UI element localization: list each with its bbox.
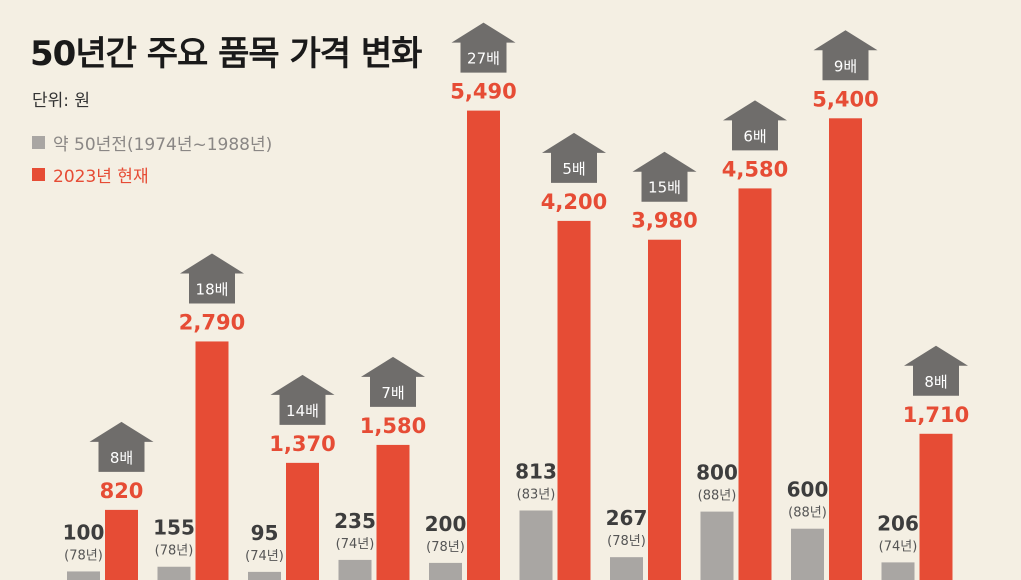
legend-item-current: 2023년 현재 xyxy=(32,162,149,187)
bar-current-label: 5,400 xyxy=(812,87,878,111)
bar-old-year: (74년) xyxy=(245,549,284,564)
bar-current xyxy=(105,509,138,580)
bar-old-year: (83년) xyxy=(517,487,556,502)
bar-old-label: 206 xyxy=(877,511,919,535)
bar-old xyxy=(610,557,643,580)
bar-current xyxy=(919,433,953,580)
bar-old xyxy=(881,562,915,580)
bar-current xyxy=(286,462,319,580)
multiplier-arrow xyxy=(89,421,154,472)
bar-old-label: 155 xyxy=(153,516,195,540)
multiplier-label: 5배 xyxy=(562,160,585,178)
bar-old xyxy=(700,511,734,580)
legend-swatch-old xyxy=(32,136,45,149)
bar-current-label: 1,710 xyxy=(903,403,969,427)
bar-old-label: 100 xyxy=(63,520,105,544)
bar-old xyxy=(791,528,824,580)
bar-current-label: 2,790 xyxy=(179,310,245,334)
multiplier-label: 8배 xyxy=(110,449,133,467)
bar-current xyxy=(467,110,500,580)
bar-old xyxy=(248,571,281,580)
multiplier-arrow xyxy=(904,345,968,396)
bar-old-year: (78년) xyxy=(607,534,646,549)
multiplier-label: 9배 xyxy=(834,57,857,75)
bar-current-label: 5,490 xyxy=(450,80,516,104)
bar-current-label: 1,580 xyxy=(360,414,426,438)
bar-current-label: 3,980 xyxy=(631,209,697,233)
bar-old-label: 267 xyxy=(606,506,648,530)
bar-old-year: (78년) xyxy=(64,548,103,563)
multiplier-arrow xyxy=(180,253,244,304)
bar-old-label: 200 xyxy=(425,512,467,536)
legend-item-old: 약 50년전(1974년~1988년) xyxy=(32,130,272,155)
multiplier-label: 8배 xyxy=(924,373,947,391)
multiplier-label: 27배 xyxy=(467,50,500,68)
multiplier-label: 7배 xyxy=(381,384,404,402)
multiplier-arrow xyxy=(723,100,787,151)
bar-old xyxy=(429,562,462,580)
multiplier-label: 18배 xyxy=(196,280,229,298)
bar-old xyxy=(157,566,191,580)
multiplier-arrow xyxy=(270,374,335,425)
bar-old-year: (74년) xyxy=(879,539,918,554)
multiplier-arrow xyxy=(542,132,606,183)
bar-old-year: (74년) xyxy=(336,537,375,552)
legend-label-old: 약 50년전(1974년~1988년) xyxy=(53,135,273,155)
bar-current xyxy=(738,188,772,580)
bar-old-year: (78년) xyxy=(426,540,465,555)
bar-old-year: (88년) xyxy=(698,489,737,504)
bar-current xyxy=(195,341,229,580)
bar-current xyxy=(376,444,410,580)
bar-current xyxy=(648,239,681,580)
bar-current-label: 4,200 xyxy=(541,190,607,214)
bar-old-label: 800 xyxy=(696,461,738,485)
multiplier-arrow xyxy=(361,356,425,407)
bar-current-label: 1,370 xyxy=(269,432,335,456)
legend-swatch-current xyxy=(32,168,45,181)
bar-current xyxy=(829,118,862,580)
bar-current-label: 820 xyxy=(100,479,144,503)
multiplier-arrow xyxy=(451,22,516,73)
legend-label-current: 2023년 현재 xyxy=(53,167,149,187)
multiplier-arrow xyxy=(632,151,697,202)
bar-old-year: (78년) xyxy=(155,544,194,559)
multiplier-arrow xyxy=(813,30,878,81)
bar-old-label: 813 xyxy=(515,459,557,483)
bar-old-label: 95 xyxy=(251,521,279,545)
bar-old-year: (88년) xyxy=(788,506,827,521)
bar-old-label: 235 xyxy=(334,509,376,533)
bar-old xyxy=(519,510,553,580)
multiplier-label: 14배 xyxy=(286,402,319,420)
chart-title: 50년간 주요 품목 가격 변화 xyxy=(30,34,422,74)
bar-old-label: 600 xyxy=(787,478,829,502)
bar-current xyxy=(557,220,591,580)
multiplier-label: 15배 xyxy=(648,179,681,197)
unit-label: 단위: 원 xyxy=(32,91,91,111)
bar-old xyxy=(67,571,100,580)
multiplier-label: 6배 xyxy=(743,127,766,145)
bar-old xyxy=(338,559,372,580)
bar-current-label: 4,580 xyxy=(722,157,788,181)
